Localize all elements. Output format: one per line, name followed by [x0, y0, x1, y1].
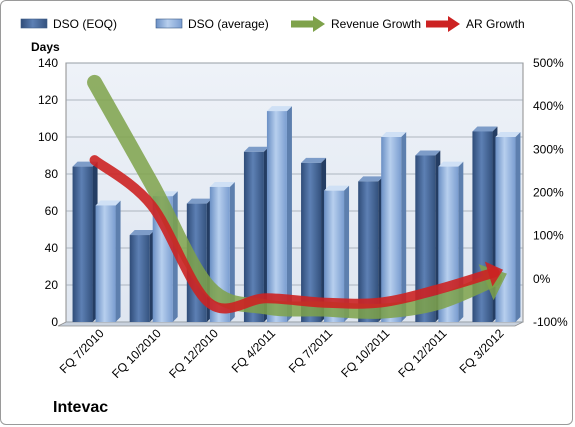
x-tick-label: FQ 7/2011 [286, 326, 336, 376]
y2-tick-label: 100% [533, 229, 564, 243]
x-tick-label: FQ 12/2010 [166, 326, 221, 381]
legend-swatch [20, 18, 48, 29]
arrow-ar-growth-head [484, 261, 504, 287]
legend-label: Revenue Growth [331, 17, 421, 31]
legend-swatch [155, 18, 183, 29]
y-tick-label: 120 [38, 93, 58, 107]
bar-dso-average-side [344, 185, 350, 322]
bar-dso-eoq-top [358, 176, 384, 182]
bar-dso-average-side [401, 132, 407, 322]
bar-dso-eoq [129, 235, 150, 322]
bar-dso-eoq-top [415, 150, 441, 156]
y2-tick-label: 0% [533, 272, 551, 286]
bar-dso-average-top [438, 161, 464, 167]
x-tick-label: FQ 12/2011 [395, 326, 449, 380]
legend-swatch-head [313, 16, 325, 32]
arrow-revenue-growth-line [87, 74, 502, 319]
bar-dso-average-top [95, 200, 121, 206]
bar-dso-eoq [243, 151, 264, 322]
y-tick-label: 40 [45, 241, 59, 255]
bar-dso-average-top [324, 185, 350, 191]
bar-dso-average [381, 137, 402, 322]
y-tick-label: 20 [45, 278, 59, 292]
bar-dso-eoq-top [472, 126, 498, 132]
bar-dso-eoq-top [243, 146, 269, 152]
y2-tick-label: 300% [533, 142, 564, 156]
plot-floor [57, 321, 524, 327]
bar-dso-average-side [229, 181, 235, 322]
y-axis-title: Days [31, 40, 60, 54]
bar-dso-eoq [415, 155, 436, 322]
bar-dso-average-top [495, 132, 521, 137]
bar-dso-average-top [381, 132, 407, 137]
bar-dso-average-top [266, 106, 292, 112]
bar-dso-eoq-top [186, 198, 212, 204]
y2-tick-label: 200% [533, 186, 564, 200]
legend-label: DSO (average) [188, 17, 269, 31]
bar-dso-average-side [115, 200, 121, 322]
y2-tick-label: 500% [533, 56, 564, 70]
y-tick-label: 0 [51, 315, 58, 329]
y-tick-label: 60 [45, 204, 59, 218]
bar-dso-eoq-top [129, 230, 155, 236]
x-tick-label: FQ 4/2011 [229, 326, 279, 376]
bar-dso-average [266, 111, 287, 322]
y-tick-label: 100 [38, 130, 58, 144]
bar-dso-average [95, 205, 116, 322]
company-label: Intevac [53, 399, 109, 416]
bar-dso-average-side [286, 106, 292, 322]
bar-dso-eoq [358, 181, 379, 322]
bar-dso-average [495, 137, 516, 322]
x-tick-label: FQ 10/2011 [338, 326, 392, 380]
x-tick-label: FQ 3/2012 [457, 326, 507, 376]
bar-dso-eoq-top [301, 157, 327, 163]
bar-dso-eoq [72, 166, 93, 322]
arrow-ar-growth-line [89, 155, 500, 314]
bar-dso-average [324, 190, 345, 322]
y-tick-label: 80 [45, 167, 59, 181]
legend-swatch-head [448, 16, 460, 32]
bar-dso-average-top [209, 181, 235, 187]
legend-label: AR Growth [466, 17, 525, 31]
y2-tick-label: 400% [533, 99, 564, 113]
y2-tick-label: -100% [533, 315, 568, 329]
legend-label: DSO (EOQ) [53, 17, 117, 31]
y-tick-label: 140 [38, 56, 58, 70]
x-tick-label: FQ 7/2010 [57, 326, 107, 376]
x-tick-label: FQ 10/2010 [109, 326, 164, 381]
bar-dso-average-side [515, 132, 521, 322]
bar-dso-eoq [301, 162, 322, 322]
